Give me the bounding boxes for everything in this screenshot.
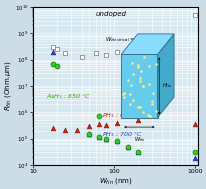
- Text: $H_{fin}$: $H_{fin}$: [162, 81, 172, 91]
- Point: [97, 123, 100, 126]
- Point: [52, 62, 55, 65]
- Point: [63, 51, 67, 54]
- Polygon shape: [121, 34, 174, 54]
- Point: [136, 119, 140, 122]
- Point: [115, 122, 119, 125]
- Point: [115, 140, 119, 143]
- Point: [104, 137, 108, 140]
- Point: [115, 140, 119, 143]
- Text: $AsH_3$ : 650 °C: $AsH_3$ : 650 °C: [46, 92, 91, 101]
- Point: [88, 132, 91, 136]
- Text: $W_{fin}$: $W_{fin}$: [133, 135, 145, 144]
- Polygon shape: [121, 54, 158, 118]
- Point: [75, 128, 78, 131]
- Point: [115, 50, 119, 53]
- Point: [55, 64, 59, 67]
- Point: [52, 127, 55, 130]
- Point: [193, 151, 196, 154]
- Point: [97, 115, 100, 118]
- Point: [55, 48, 59, 51]
- Point: [136, 49, 140, 52]
- Point: [63, 128, 67, 131]
- Point: [136, 151, 140, 154]
- Point: [80, 55, 83, 58]
- Y-axis label: $R_{fin}$ (Ohm.$\mu$m): $R_{fin}$ (Ohm.$\mu$m): [4, 61, 13, 111]
- Text: $W_{electrical}$ = 2$H_{fin}$ + $W_{fin}$: $W_{electrical}$ = 2$H_{fin}$ + $W_{fin}…: [105, 36, 170, 44]
- Point: [193, 13, 196, 16]
- Point: [104, 137, 108, 140]
- Point: [193, 123, 196, 126]
- Text: $PH_3$ : 650 °C: $PH_3$ : 650 °C: [102, 111, 143, 120]
- Point: [88, 132, 91, 136]
- Point: [52, 50, 55, 53]
- Point: [97, 135, 100, 138]
- Point: [126, 145, 130, 148]
- Point: [52, 46, 55, 49]
- Text: $PH_3$ : 700 °C: $PH_3$ : 700 °C: [102, 130, 143, 139]
- X-axis label: $W_{fin}$ (nm): $W_{fin}$ (nm): [98, 176, 132, 186]
- Point: [97, 135, 100, 138]
- Point: [88, 125, 91, 128]
- Point: [104, 53, 108, 57]
- Text: undoped: undoped: [96, 11, 126, 17]
- Point: [193, 157, 196, 160]
- Polygon shape: [158, 34, 174, 118]
- Point: [136, 151, 140, 154]
- Point: [104, 124, 108, 127]
- Point: [126, 145, 130, 148]
- Point: [94, 51, 97, 54]
